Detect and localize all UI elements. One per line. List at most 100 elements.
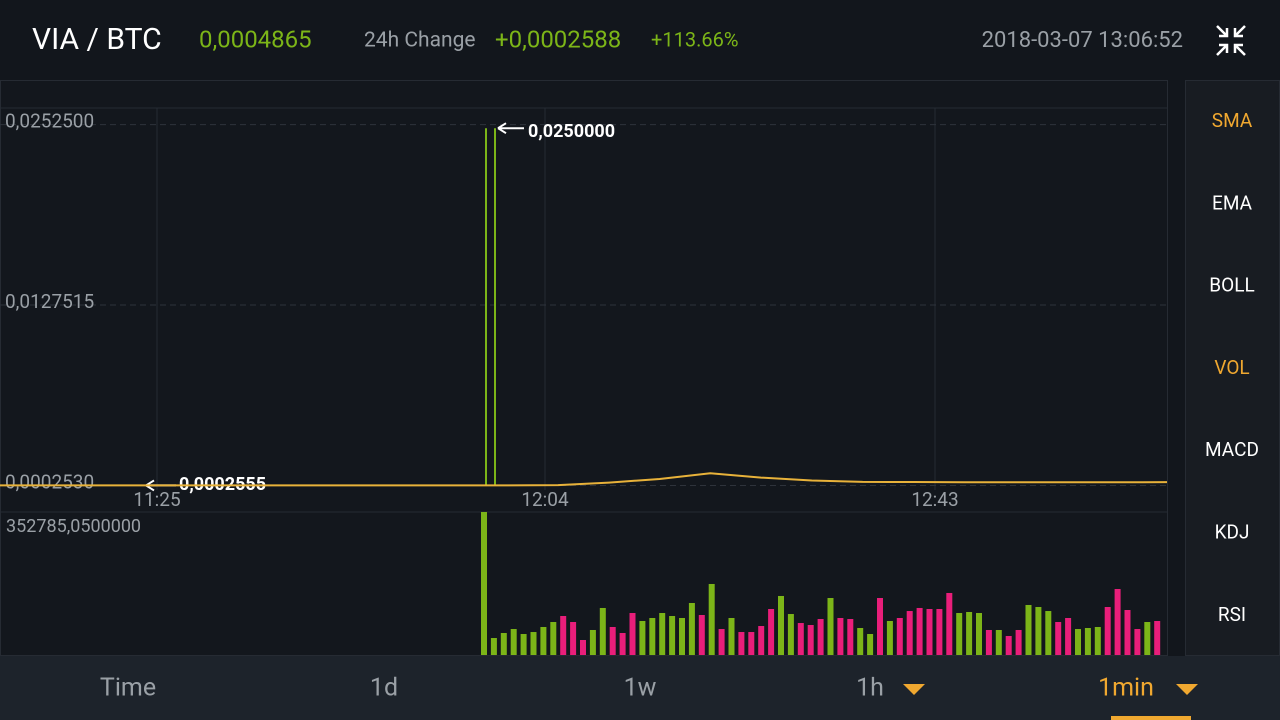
volume-bar [649, 617, 656, 655]
dropdown-arrow [903, 684, 925, 695]
volume-bar [1005, 635, 1012, 655]
volume-bar [995, 629, 1002, 655]
indicator-panel [1185, 80, 1280, 656]
volume-bar [520, 634, 527, 655]
time-label: 12:04 [521, 488, 569, 511]
volume-bar [1035, 607, 1042, 655]
volume-bar [580, 640, 586, 655]
volume-bar [1104, 607, 1111, 655]
volume-bar [550, 622, 557, 655]
volume-bar [778, 595, 784, 655]
volume-bar [688, 602, 695, 655]
indicator-button[interactable]: MACD [1205, 438, 1259, 461]
indicator-button[interactable]: VOL [1214, 356, 1249, 379]
volume-bar [500, 632, 507, 655]
tab[interactable]: Time [100, 674, 156, 703]
volume-bar [768, 608, 775, 655]
volume-bar [906, 611, 913, 655]
volume-bar [936, 608, 943, 655]
volume-bar [1045, 611, 1052, 655]
volume-bar [639, 620, 646, 655]
volume-bar [926, 608, 933, 655]
indicator-button[interactable]: SMA [1212, 109, 1253, 132]
volume-bar [1094, 626, 1101, 655]
volume-bar [1134, 629, 1141, 655]
indicator-button[interactable]: KDJ [1215, 521, 1250, 544]
volume-bar [976, 613, 982, 655]
dropdown-arrow [1176, 684, 1198, 695]
volume-bar [1065, 617, 1072, 655]
volume-bar [669, 616, 676, 655]
volume-bar [560, 616, 567, 655]
volume-bar [718, 629, 725, 655]
volume-bar [827, 598, 834, 655]
volume-bar [877, 598, 883, 655]
tab-underline [1111, 716, 1191, 720]
tab[interactable]: 1w [624, 674, 657, 703]
pair: VIA / BTC [32, 22, 162, 57]
volume-bar [619, 632, 626, 655]
volume-bar [807, 625, 814, 655]
volume-bar [1154, 620, 1161, 655]
indicator-button[interactable]: EMA [1212, 191, 1253, 214]
volume-bar [817, 619, 824, 655]
volume-bar [659, 613, 666, 655]
collapse-button[interactable] [1216, 25, 1246, 56]
volume-bar [797, 623, 804, 655]
volume-bar [956, 613, 963, 655]
tab[interactable]: 1min [1098, 674, 1154, 703]
volume-bar [679, 617, 685, 655]
volume-bar [748, 632, 755, 655]
indicator-button[interactable]: BOLL [1209, 274, 1254, 297]
volume-bar [985, 629, 992, 655]
volume-bar [1075, 629, 1081, 655]
volume-bar [540, 626, 547, 655]
close-line [0, 472, 1168, 487]
volume-bar [886, 620, 893, 655]
volume-bar [946, 592, 953, 655]
volume-bar [1015, 629, 1022, 655]
volume-bar [599, 607, 606, 655]
volume-bar [589, 629, 596, 655]
volume-bar [708, 583, 715, 655]
volume-bar [1124, 610, 1131, 655]
volume-bar [966, 611, 973, 655]
volume-bar [629, 613, 636, 655]
volume-bar [510, 629, 517, 655]
volume-bar [609, 626, 616, 655]
change-pct: +113.66% [651, 27, 738, 51]
volume-bar [837, 617, 844, 655]
last-price: 0,0004865 [199, 25, 312, 53]
tab[interactable]: 1d [370, 674, 398, 703]
volume-bar [1084, 628, 1091, 655]
change-label: 24h Change [364, 29, 476, 53]
indicator-button[interactable]: RSI [1218, 603, 1246, 626]
volume-bar [896, 617, 903, 655]
volume-bar [481, 512, 487, 655]
volume-bar [857, 628, 864, 655]
y-tick-label: 0,0252500 [5, 110, 94, 133]
high-arrow [497, 122, 524, 135]
time-label: 11:25 [133, 488, 180, 511]
change: +0,0002588 [495, 25, 621, 53]
volume-bar [530, 632, 537, 655]
y-tick-label: 0,0127515 [5, 290, 94, 313]
volume-bar [728, 617, 735, 655]
volume-bar [698, 614, 705, 655]
volume-bar [570, 622, 577, 655]
volume-bar [787, 614, 794, 655]
tab[interactable]: 1h [856, 674, 884, 703]
volume-bar [758, 626, 765, 655]
volume-bar [916, 607, 923, 655]
y-tick-label: 0,0002530 [5, 470, 94, 493]
volume-bar [867, 634, 874, 655]
volume-bar [1114, 589, 1121, 655]
volume-bar [738, 632, 745, 655]
timestamp: 2018-03-07 13:06:52 [982, 28, 1183, 53]
volume-bar [490, 638, 497, 655]
tab-bar [0, 656, 1280, 720]
volume-bar [1025, 604, 1032, 655]
time-label: 12:43 [911, 488, 958, 511]
high-label: 0,0250000 [528, 121, 615, 142]
